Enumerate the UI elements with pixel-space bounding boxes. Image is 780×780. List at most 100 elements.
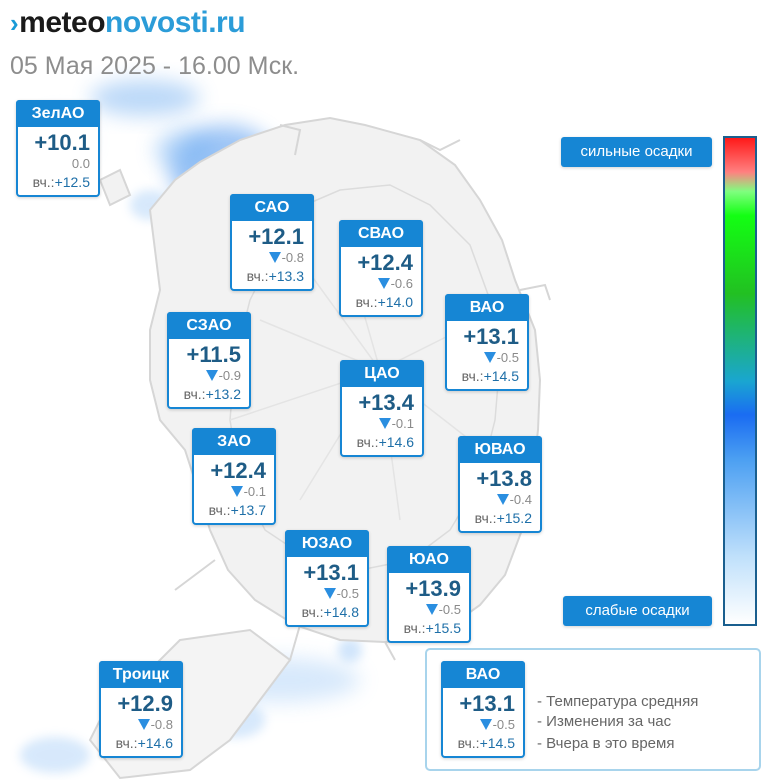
average-temperature: +13.1 xyxy=(459,691,515,716)
legend-sample-card[interactable]: ВАО +13.1 -0.5 вч.:+14.5 xyxy=(441,661,525,758)
yesterday-label: вч.: xyxy=(474,510,497,526)
yesterday-temperature: вч.:+12.5 xyxy=(33,174,90,190)
district-card[interactable]: ЮАО +13.9 -0.5 вч.:+15.5 xyxy=(387,546,471,643)
hourly-change-value: -0.6 xyxy=(390,276,413,291)
yesterday-temperature: вч.:+13.7 xyxy=(209,502,266,518)
hourly-change-value: -0.9 xyxy=(218,368,241,383)
district-name: ЦАО xyxy=(340,360,424,387)
hourly-change: -0.1 xyxy=(378,416,414,431)
hourly-change: -0.8 xyxy=(268,250,304,265)
yesterday-value: +13.7 xyxy=(230,502,266,518)
average-temperature: +13.4 xyxy=(358,390,414,415)
district-name: СВАО xyxy=(339,220,423,247)
yesterday-value: +14.6 xyxy=(137,735,173,751)
yesterday-value: +14.6 xyxy=(378,434,414,450)
district-card[interactable]: САО +12.1 -0.8 вч.:+13.3 xyxy=(230,194,314,291)
yesterday-value: +14.5 xyxy=(483,368,519,384)
hourly-change: -0.5 xyxy=(479,717,515,732)
legend-item-yesterday: - Вчера в это время xyxy=(537,735,675,752)
average-temperature: +13.1 xyxy=(463,324,519,349)
yesterday-temperature: вч.:+14.0 xyxy=(356,294,413,310)
hourly-change: 0.0 xyxy=(72,156,90,171)
hourly-change: -0.5 xyxy=(483,350,519,365)
yesterday-label: вч.: xyxy=(32,174,55,190)
site-logo[interactable]: ›meteonovosti.ru xyxy=(10,6,246,40)
forecast-datetime: 05 Мая 2025 - 16.00 Мск. xyxy=(10,52,300,80)
yesterday-label: вч.: xyxy=(355,294,378,310)
district-name: Троицк xyxy=(99,661,183,688)
yesterday-label: вч.: xyxy=(403,620,426,636)
legend: ВАО +13.1 -0.5 вч.:+14.5 - Температура сред… xyxy=(425,648,761,771)
yesterday-temperature: вч.:+13.3 xyxy=(247,268,304,284)
yesterday-label: вч.: xyxy=(246,268,269,284)
yesterday-temperature: вч.:+15.2 xyxy=(475,510,532,526)
average-temperature: +12.4 xyxy=(210,458,266,483)
hourly-change: -0.4 xyxy=(496,492,532,507)
district-card[interactable]: СЗАО +11.5 -0.9 вч.:+13.2 xyxy=(167,312,251,409)
yesterday-label: вч.: xyxy=(208,502,231,518)
district-name: ВАО xyxy=(441,661,525,688)
legend-item-change: - Изменения за час xyxy=(537,713,672,730)
yesterday-value: +14.5 xyxy=(479,735,515,751)
logo-mark-icon: › xyxy=(10,8,19,38)
yesterday-temperature: вч.:+15.5 xyxy=(404,620,461,636)
yesterday-label: вч.: xyxy=(356,434,379,450)
yesterday-temperature: вч.:+14.6 xyxy=(357,434,414,450)
hourly-change-value: -0.1 xyxy=(243,484,266,499)
district-card[interactable]: Троицк +12.9 -0.8 вч.:+14.6 xyxy=(99,661,183,758)
district-card[interactable]: ЮВАО +13.8 -0.4 вч.:+15.2 xyxy=(458,436,542,533)
hourly-change: -0.1 xyxy=(230,484,266,499)
yesterday-value: +13.3 xyxy=(268,268,304,284)
hourly-change-value: -0.4 xyxy=(509,492,532,507)
hourly-change-value: -0.8 xyxy=(150,717,173,732)
yesterday-value: +14.0 xyxy=(377,294,413,310)
hourly-change-value: -0.1 xyxy=(391,416,414,431)
average-temperature: +13.9 xyxy=(405,576,461,601)
district-name: ЗелАО xyxy=(16,100,100,127)
hourly-change-value: -0.5 xyxy=(438,602,461,617)
district-name: САО xyxy=(230,194,314,221)
district-card[interactable]: ВАО +13.1 -0.5 вч.:+14.5 xyxy=(445,294,529,391)
yesterday-temperature: вч.:+14.8 xyxy=(302,604,359,620)
trend-down-icon xyxy=(425,604,438,615)
strong-precip-label: сильные осадки xyxy=(561,137,712,167)
trend-down-icon xyxy=(479,719,492,730)
trend-down-icon xyxy=(268,252,281,263)
hourly-change-value: 0.0 xyxy=(71,156,90,171)
district-name: ЗАО xyxy=(192,428,276,455)
trend-down-icon xyxy=(137,719,150,730)
hourly-change-value: -0.5 xyxy=(496,350,519,365)
yesterday-value: +12.5 xyxy=(54,174,90,190)
trend-down-icon xyxy=(378,418,391,429)
hourly-change-value: -0.5 xyxy=(336,586,359,601)
average-temperature: +12.9 xyxy=(117,691,173,716)
yesterday-label: вч.: xyxy=(115,735,138,751)
hourly-change-value: -0.5 xyxy=(492,717,515,732)
district-name: ЮВАО xyxy=(458,436,542,463)
district-card[interactable]: ЦАО +13.4 -0.1 вч.:+14.6 xyxy=(340,360,424,457)
district-card[interactable]: ЗАО +12.4 -0.1 вч.:+13.7 xyxy=(192,428,276,525)
trend-down-icon xyxy=(483,352,496,363)
legend-item-temp: - Температура средняя xyxy=(537,693,699,710)
district-name: ЮАО xyxy=(387,546,471,573)
hourly-change-value: -0.8 xyxy=(281,250,304,265)
district-card[interactable]: ЗелАО +10.1 0.0 вч.:+12.5 xyxy=(16,100,100,197)
yesterday-label: вч.: xyxy=(457,735,480,751)
yesterday-value: +15.5 xyxy=(425,620,461,636)
average-temperature: +12.1 xyxy=(248,224,304,249)
yesterday-label: вч.: xyxy=(461,368,484,384)
hourly-change: -0.5 xyxy=(425,602,461,617)
district-card[interactable]: ЮЗАО +13.1 -0.5 вч.:+14.8 xyxy=(285,530,369,627)
hourly-change: -0.5 xyxy=(323,586,359,601)
trend-down-icon xyxy=(323,588,336,599)
yesterday-value: +13.2 xyxy=(205,386,241,402)
logo-text-accent: novosti.ru xyxy=(105,6,246,39)
district-card[interactable]: СВАО +12.4 -0.6 вч.:+14.0 xyxy=(339,220,423,317)
yesterday-label: вч.: xyxy=(301,604,324,620)
average-temperature: +11.5 xyxy=(186,342,241,367)
trend-down-icon xyxy=(377,278,390,289)
yesterday-value: +14.8 xyxy=(323,604,359,620)
district-name: ЮЗАО xyxy=(285,530,369,557)
average-temperature: +12.4 xyxy=(357,250,413,275)
logo-text: meteo xyxy=(19,6,106,39)
